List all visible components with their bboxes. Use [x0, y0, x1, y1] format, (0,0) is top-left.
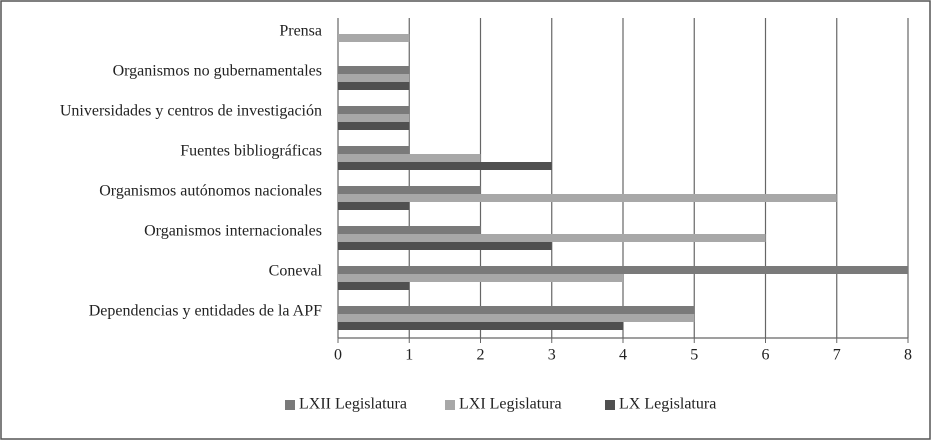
bar: [338, 74, 410, 82]
legend-swatch: [605, 400, 615, 410]
x-tick-label: 6: [762, 347, 770, 364]
bar: [338, 314, 695, 322]
y-tick-label: Coneval: [269, 263, 323, 280]
bar: [338, 146, 410, 154]
x-tick-label: 4: [619, 347, 627, 364]
bar: [338, 202, 410, 210]
x-tick-label: 2: [477, 347, 485, 364]
bar: [338, 162, 552, 170]
bar: [338, 66, 410, 74]
x-tick-label: 1: [405, 347, 413, 364]
legend-label: LXII Legislatura: [299, 396, 407, 413]
x-tick-label: 8: [904, 347, 912, 364]
x-tick-label: 0: [334, 347, 342, 364]
legend-swatch: [285, 400, 295, 410]
bar: [338, 154, 481, 162]
y-tick-label: Organismos internacionales: [144, 223, 322, 240]
legend-swatch: [445, 400, 455, 410]
bar: [338, 106, 410, 114]
x-tick-label: 3: [548, 347, 556, 364]
legend-label: LX Legislatura: [619, 396, 716, 413]
bar: [338, 266, 908, 274]
bar: [338, 34, 410, 42]
bar: [338, 322, 623, 330]
bar: [338, 282, 410, 290]
y-tick-label: Organismos autónomos nacionales: [99, 183, 322, 200]
bar: [338, 306, 695, 314]
bar: [338, 122, 410, 130]
bar: [338, 274, 623, 282]
bar: [338, 242, 552, 250]
y-tick-label: Organismos no gubernamentales: [113, 63, 322, 80]
x-tick-label: 7: [833, 347, 841, 364]
bar: [338, 114, 410, 122]
y-tick-label: Prensa: [279, 23, 322, 40]
bar: [338, 234, 766, 242]
bar: [338, 186, 481, 194]
y-tick-label: Universidades y centros de investigación: [60, 103, 322, 120]
x-tick-label: 5: [690, 347, 698, 364]
bar: [338, 226, 481, 234]
legend-label: LXI Legislatura: [459, 396, 562, 413]
y-tick-label: Fuentes bibliográficas: [180, 143, 322, 160]
bar: [338, 82, 410, 90]
bar: [338, 194, 837, 202]
y-tick-label: Dependencias y entidades de la APF: [89, 303, 322, 320]
